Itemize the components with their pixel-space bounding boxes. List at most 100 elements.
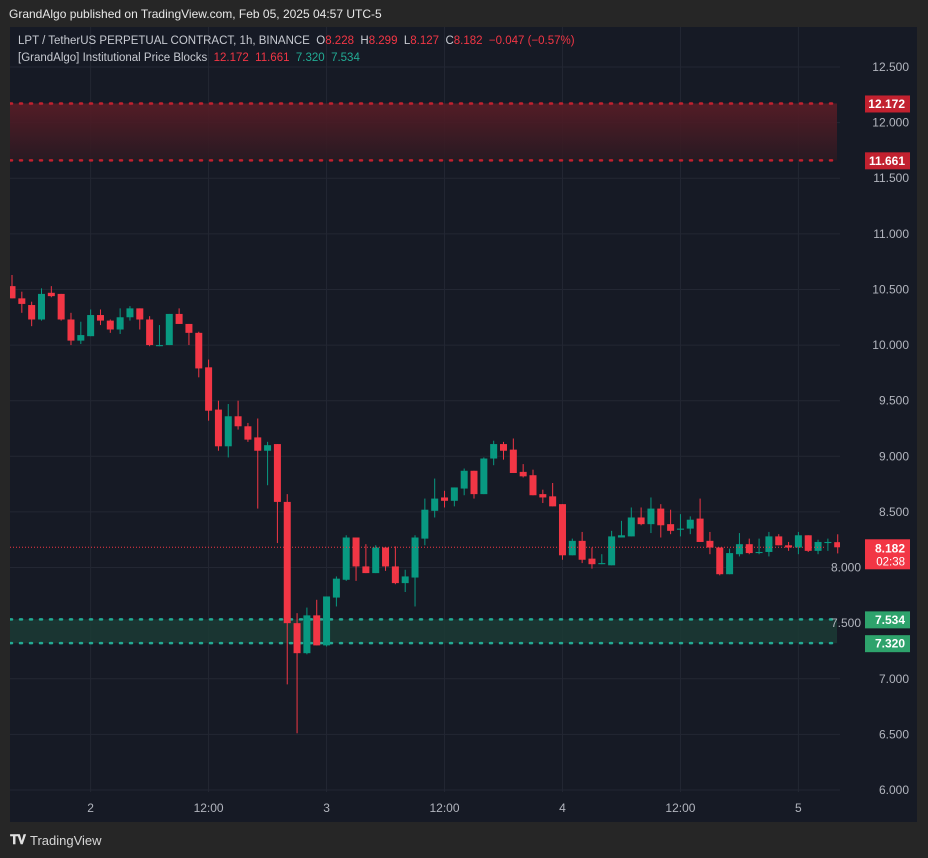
- candle: [264, 441, 272, 486]
- candle-body: [490, 444, 498, 459]
- candle-body: [460, 470, 468, 489]
- candle-body: [224, 416, 232, 447]
- candle: [342, 535, 350, 581]
- close-value: 8.182: [453, 35, 483, 47]
- candle-body: [362, 566, 370, 574]
- candle: [450, 487, 458, 507]
- candle-body: [745, 544, 753, 554]
- y-tick-label: 12.500: [872, 60, 909, 74]
- candle: [96, 309, 104, 326]
- candle: [775, 534, 783, 546]
- x-tick-label: 5: [795, 801, 802, 815]
- candle: [205, 359, 213, 421]
- candle: [185, 323, 193, 346]
- candle: [539, 489, 547, 504]
- candle: [667, 509, 675, 535]
- candle-body: [96, 315, 104, 321]
- candle-body: [470, 470, 478, 495]
- candle-body: [214, 409, 222, 447]
- candle: [657, 504, 665, 538]
- zone-price-label-bg: [865, 152, 910, 170]
- candle-body: [323, 596, 331, 646]
- zone-price-label-bg: [865, 611, 910, 629]
- y-tick-label: 9.000: [879, 449, 909, 463]
- candle-body: [342, 537, 350, 580]
- candle: [234, 400, 242, 430]
- candle: [647, 497, 655, 534]
- candle: [155, 325, 163, 347]
- candle: [283, 494, 291, 685]
- candle-body: [667, 524, 675, 531]
- candle-body: [332, 578, 340, 598]
- candle-body: [77, 335, 85, 341]
- candle-body: [686, 519, 694, 529]
- y-tick-label: 7.000: [879, 672, 909, 686]
- y-tick-label: 12.000: [872, 116, 909, 130]
- symbol-legend: LPT / TetherUS PERPETUAL CONTRACT, 1h, B…: [18, 35, 575, 47]
- candle: [313, 599, 321, 646]
- candle-body: [254, 437, 262, 451]
- candle-body: [352, 537, 360, 567]
- candle: [558, 504, 566, 560]
- candle: [598, 554, 606, 565]
- candle-body: [804, 535, 812, 551]
- candle-body: [549, 496, 557, 507]
- candle-body: [10, 286, 16, 299]
- candle: [627, 507, 635, 537]
- indicator-value: 7.534: [331, 52, 360, 64]
- candle: [372, 545, 380, 574]
- x-tick-label: 12:00: [430, 801, 460, 815]
- candle: [352, 537, 360, 581]
- candle-body: [391, 566, 399, 584]
- zone-price-label: 12.172: [868, 97, 905, 111]
- candle-body: [28, 305, 36, 320]
- candle: [28, 301, 36, 327]
- candle-body: [18, 298, 26, 304]
- candle: [785, 541, 793, 551]
- y-tick-label: 10.500: [872, 282, 909, 296]
- candle: [323, 596, 331, 647]
- candle-body: [785, 545, 793, 548]
- indicator-legend[interactable]: [GrandAlgo] Institutional Price Blocks 1…: [18, 52, 360, 64]
- candle-body: [264, 445, 272, 451]
- candle: [765, 531, 773, 557]
- candle: [303, 607, 311, 655]
- y-tick-label: 6.500: [879, 727, 909, 741]
- candle: [254, 418, 262, 509]
- candle-body: [175, 313, 183, 324]
- candle: [804, 535, 812, 552]
- candle-body: [794, 535, 802, 548]
- time-axis[interactable]: 2 12:00 3 12:00 4 12:00 5: [87, 801, 802, 815]
- brand-name: TradingView: [30, 832, 102, 848]
- candle: [588, 547, 596, 569]
- candle-body: [303, 615, 311, 654]
- low-label: L: [403, 35, 411, 47]
- change-value: −0.047 (−0.57%): [488, 35, 575, 47]
- candle: [480, 457, 488, 495]
- candle-body: [283, 501, 291, 624]
- price-axis[interactable]: 12.500 12.000 11.500 11.000 10.500 10.000 9.50…: [831, 60, 909, 797]
- candle: [421, 498, 429, 546]
- candle: [834, 534, 840, 554]
- candle: [735, 533, 743, 557]
- candle-body: [637, 517, 645, 525]
- open-value: 8.228: [325, 35, 354, 47]
- zone-price-label: 7.534: [875, 613, 905, 627]
- candle: [136, 308, 144, 330]
- y-tick-label: 8.500: [879, 505, 909, 519]
- candle: [617, 520, 625, 538]
- candle-body: [273, 444, 281, 502]
- candle-body: [834, 542, 840, 548]
- zone-price-label: 11.661: [869, 154, 905, 168]
- candle-body: [155, 345, 163, 347]
- indicator-value: 12.172: [213, 52, 249, 64]
- candle-body: [382, 547, 390, 567]
- candle: [106, 319, 114, 333]
- candle: [77, 321, 85, 344]
- candle-body: [755, 551, 763, 554]
- candle-body: [647, 508, 655, 525]
- x-tick-label: 12:00: [194, 801, 224, 815]
- candle-body: [421, 509, 429, 539]
- candle-body: [87, 315, 95, 337]
